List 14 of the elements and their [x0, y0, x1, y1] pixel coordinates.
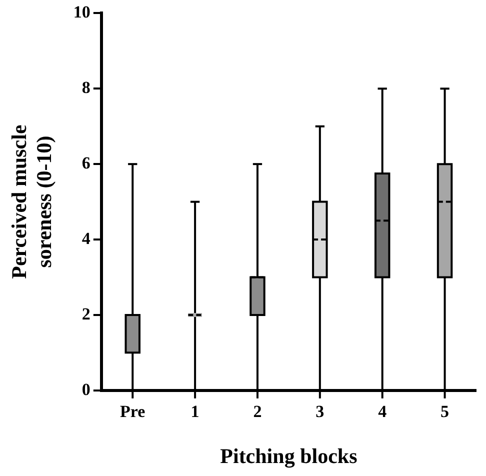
y-tick-label: 6: [82, 153, 90, 172]
y-tick-label: 10: [73, 2, 90, 22]
y-tick-label: 4: [82, 228, 91, 248]
x-tick-label: 3: [316, 402, 324, 421]
x-tick-label: Pre: [120, 402, 146, 421]
x-tick-label: 4: [378, 402, 388, 421]
x-tick-label: 5: [440, 402, 450, 421]
x-axis-title: Pitching blocks: [220, 444, 358, 468]
x-tick-label: 2: [253, 402, 262, 421]
y-tick-label: 0: [82, 380, 90, 399]
y-axis-title: Perceived muscle soreness (0-10): [7, 124, 56, 279]
y-tick-label: 2: [82, 304, 90, 324]
y-tick-label: 8: [82, 78, 90, 98]
x-tick-label: 1: [190, 402, 200, 421]
